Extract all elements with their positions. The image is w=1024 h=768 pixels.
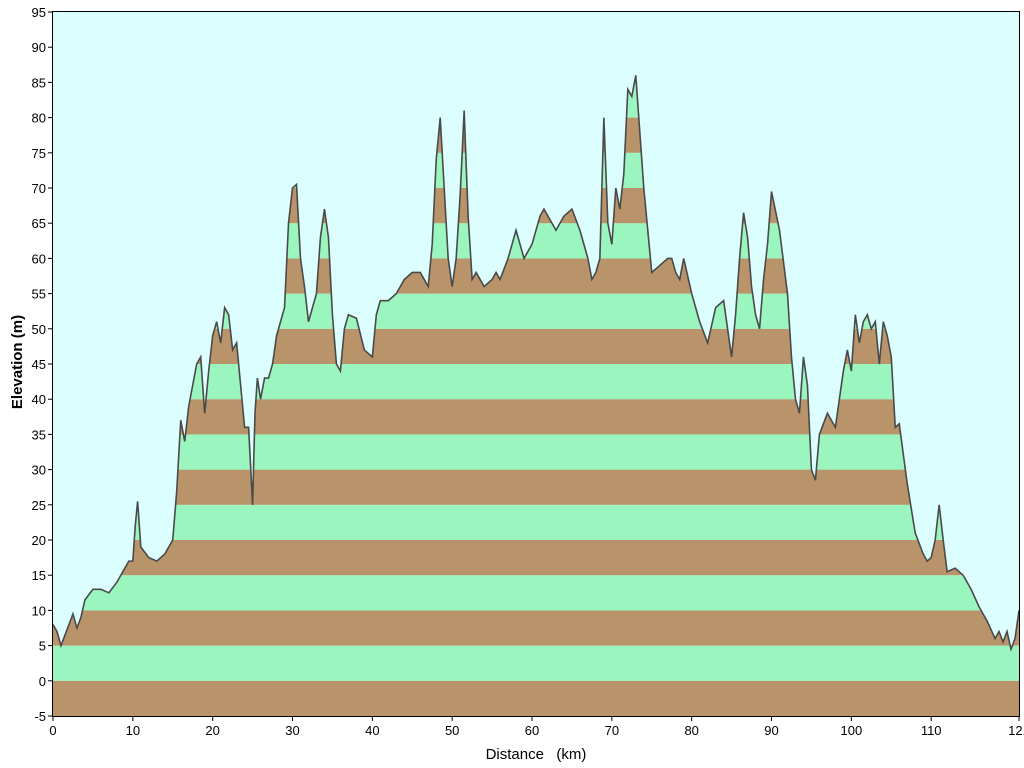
- y-tick-label: 90: [32, 40, 46, 55]
- x-axis-title: Distance (km): [486, 746, 587, 763]
- y-tick-label: 95: [32, 5, 46, 20]
- y-tick-label: 80: [32, 111, 46, 126]
- elevation-band: [53, 610, 1019, 646]
- x-tick-label: 110: [921, 723, 942, 738]
- x-tick-label: 70: [605, 723, 619, 738]
- x-axis: 0 10 20 30 40 50 60 70 80 90 100 110 121: [49, 716, 1024, 738]
- y-tick-label: 40: [32, 392, 46, 407]
- x-tick-label: 0: [49, 723, 56, 738]
- elevation-band: [53, 364, 1019, 400]
- y-tick-label: 15: [32, 568, 46, 583]
- y-tick-label: 5: [39, 639, 46, 654]
- y-tick-label: 45: [32, 357, 46, 372]
- elevation-band: [53, 434, 1019, 470]
- elevation-band: [53, 504, 1019, 540]
- y-tick-label: 85: [32, 75, 46, 90]
- y-tick-label: 55: [32, 287, 46, 302]
- y-tick-label: -5: [34, 709, 46, 724]
- y-tick-label: 60: [32, 251, 46, 266]
- x-tick-label: 50: [445, 723, 459, 738]
- y-axis-title: Elevation (m): [9, 315, 26, 409]
- y-tick-label: 20: [32, 533, 46, 548]
- y-tick-label: 30: [32, 463, 46, 478]
- elevation-band: [53, 645, 1019, 681]
- x-tick-label: 80: [684, 723, 698, 738]
- elevation-band: [53, 540, 1019, 576]
- x-tick-label: 30: [285, 723, 299, 738]
- y-axis: -5 0 5 10 15 20 25 30 35 40 45 50 55 60 65 70 75 80 85 90 95: [32, 5, 53, 724]
- elevation-band: [53, 680, 1019, 716]
- x-tick-label: 40: [365, 723, 379, 738]
- elevation-profile-line: [52, 75, 1020, 652]
- x-tick-label: 100: [840, 723, 862, 738]
- y-tick-label: 0: [39, 674, 46, 689]
- x-tick-label: 10: [126, 723, 140, 738]
- elevation-band: [53, 399, 1019, 435]
- y-tick-label: 10: [32, 603, 46, 618]
- elevation-band: [53, 469, 1019, 505]
- y-tick-label: 35: [32, 427, 46, 442]
- elevation-band: [53, 575, 1019, 611]
- x-tick-label: 60: [525, 723, 539, 738]
- y-tick-label: 50: [32, 322, 46, 337]
- y-tick-label: 75: [32, 146, 46, 161]
- x-tick-label: 90: [764, 723, 778, 738]
- x-tick-label: 20: [205, 723, 219, 738]
- y-tick-label: 70: [32, 181, 46, 196]
- y-tick-label: 25: [32, 498, 46, 513]
- y-tick-label: 65: [32, 216, 46, 231]
- x-tick-label: 121: [1008, 723, 1024, 738]
